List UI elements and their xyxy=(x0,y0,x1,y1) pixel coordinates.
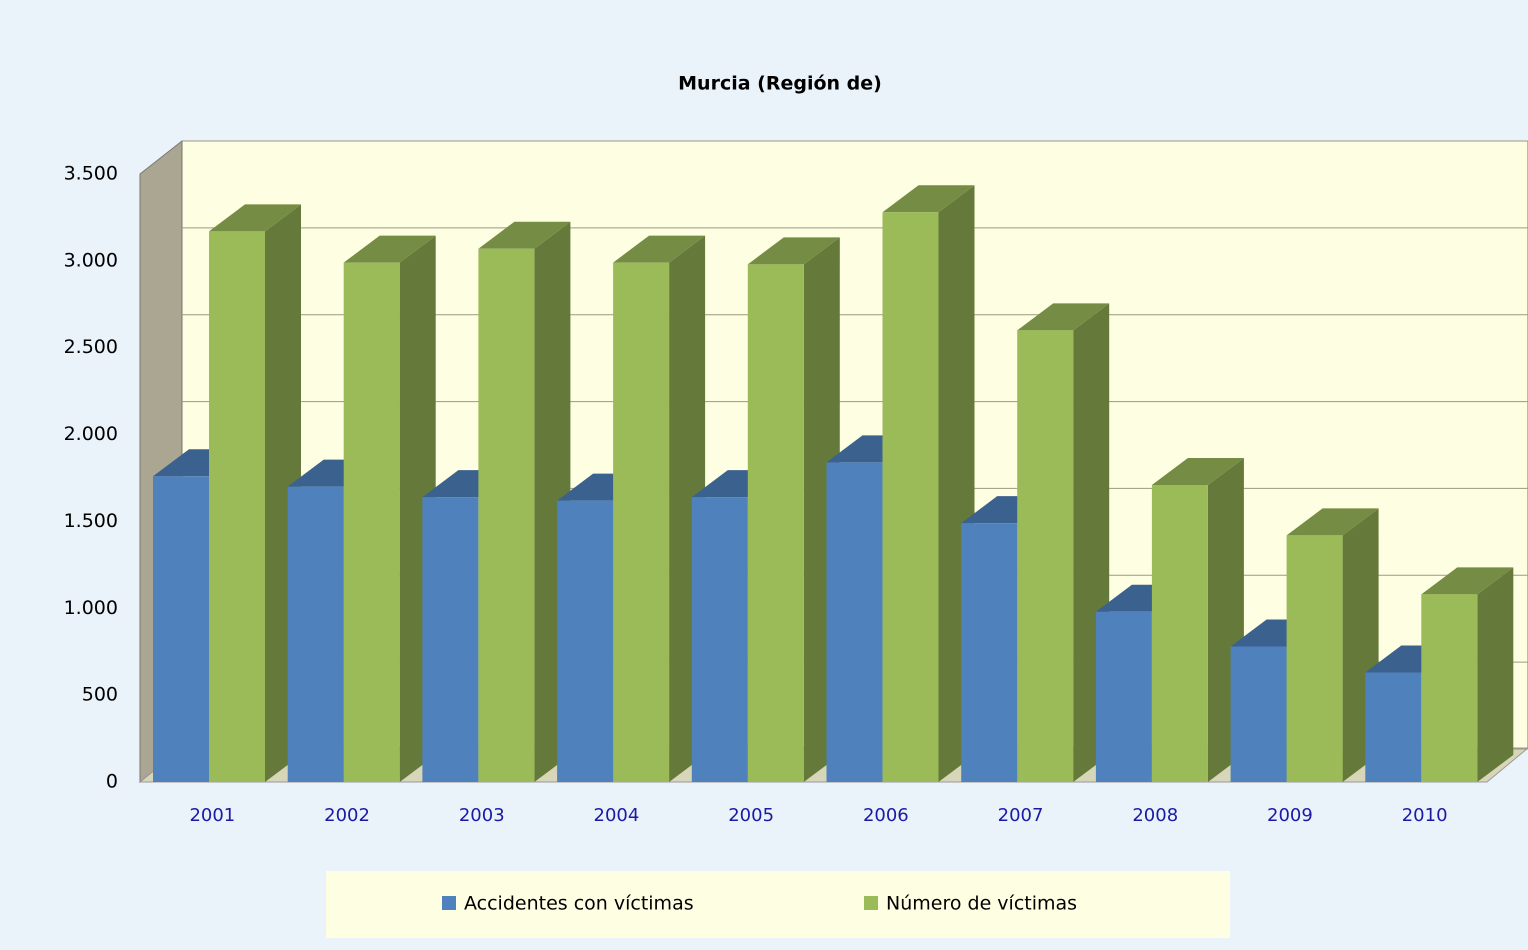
bar xyxy=(343,235,436,782)
bar-top xyxy=(1151,457,1244,485)
bar-top xyxy=(209,204,301,232)
bar-front xyxy=(1095,611,1152,782)
bar-front xyxy=(1151,484,1208,782)
bar-top xyxy=(343,235,436,263)
bar xyxy=(478,221,571,782)
y-tick-label: 1.000 xyxy=(64,597,118,619)
legend-label: Número de víctimas xyxy=(886,893,1077,915)
bar xyxy=(1421,567,1514,782)
bar-front xyxy=(961,523,1018,782)
bar-front xyxy=(209,231,265,783)
bar-front xyxy=(1286,535,1343,782)
y-tick-label: 2.000 xyxy=(64,423,118,445)
bar-top xyxy=(1421,567,1514,595)
y-tick-label: 500 xyxy=(82,684,118,706)
bar-front xyxy=(691,497,748,782)
bar-front xyxy=(747,264,804,782)
legend-swatch xyxy=(864,896,878,910)
legend-swatch xyxy=(442,896,456,910)
bar xyxy=(1017,303,1110,782)
y-tick-label: 3.000 xyxy=(64,249,118,271)
bar-front xyxy=(613,262,670,782)
x-tick-label: 2003 xyxy=(459,805,505,826)
x-tick-label: 2006 xyxy=(863,805,909,826)
x-tick-label: 2010 xyxy=(1402,805,1448,826)
bar xyxy=(1286,508,1379,782)
y-tick-label: 3.500 xyxy=(64,163,118,185)
legend-label: Accidentes con víctimas xyxy=(464,893,694,915)
bar-front xyxy=(422,497,479,782)
bar-top xyxy=(1017,303,1110,331)
x-tick-label: 2001 xyxy=(189,805,235,826)
bar-top xyxy=(478,221,571,249)
bar-top xyxy=(882,185,975,213)
bar xyxy=(209,204,301,783)
x-tick-label: 2004 xyxy=(594,805,640,826)
x-tick-label: 2005 xyxy=(728,805,774,826)
bar-top xyxy=(1286,508,1379,536)
x-tick-label: 2002 xyxy=(324,805,370,826)
bar-front xyxy=(478,248,535,782)
bar xyxy=(882,185,975,782)
bar-side xyxy=(1477,567,1514,782)
bar-front xyxy=(1421,594,1478,782)
bar-front xyxy=(1365,672,1422,782)
y-tick-label: 0 xyxy=(106,771,118,793)
bar-front xyxy=(826,462,883,782)
bar xyxy=(613,235,706,782)
x-tick-label: 2008 xyxy=(1132,805,1178,826)
bar-top xyxy=(747,237,840,265)
x-tick-label: 2009 xyxy=(1267,805,1313,826)
y-tick-label: 2.500 xyxy=(64,336,118,358)
bar-front xyxy=(287,486,344,782)
x-tick-label: 2007 xyxy=(998,805,1044,826)
bar-front xyxy=(557,500,614,782)
chart-title: Murcia (Región de) xyxy=(678,73,882,95)
bar-front xyxy=(882,212,939,782)
bar-front xyxy=(343,262,400,782)
bar-front xyxy=(1017,330,1074,782)
legend xyxy=(326,871,1230,938)
bar-front xyxy=(153,476,209,782)
bar-top xyxy=(613,235,706,263)
y-tick-label: 1.500 xyxy=(64,510,118,532)
bar xyxy=(747,237,840,783)
bar-front xyxy=(1230,646,1287,782)
bar xyxy=(1151,457,1244,782)
